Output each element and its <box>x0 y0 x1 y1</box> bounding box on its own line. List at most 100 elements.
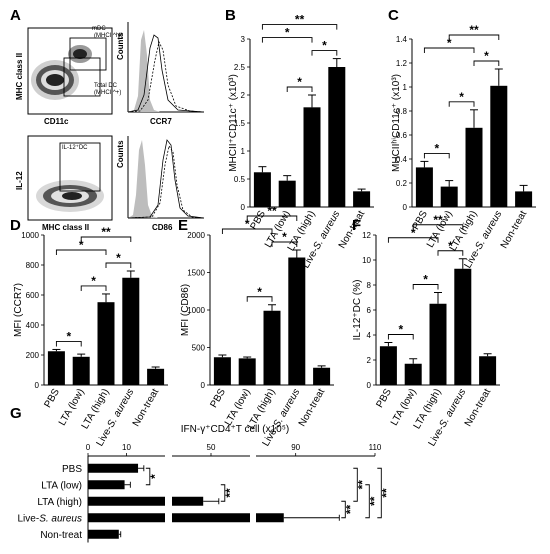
y-tick-label-e: 1500 <box>187 269 205 278</box>
bar-b <box>253 172 271 207</box>
y-tick-label-e: 500 <box>192 344 206 353</box>
x-label-ccr7: CCR7 <box>150 117 172 126</box>
significance-label-e: * <box>257 285 262 299</box>
significance-label-c: ** <box>469 23 479 37</box>
significance-label-f: ** <box>433 213 443 227</box>
x-tick-label-g: 50 <box>207 443 216 452</box>
y-tick-label-d: 1000 <box>21 231 39 240</box>
y-tick-label-f: 2 <box>367 356 372 365</box>
significance-bracket-d <box>55 341 82 347</box>
significance-bracket-f <box>412 284 439 290</box>
significance-bracket-d <box>55 249 107 255</box>
y-axis-title-b: MHCII⁺CD11c⁺ (x10³) <box>228 74 239 172</box>
significance-label-d: * <box>66 329 71 343</box>
y-tick-label-c: 1.4 <box>396 35 408 44</box>
gate-label-total-dc: Total DC (MHCII^+) <box>94 83 121 96</box>
significance-label-b: * <box>285 26 290 40</box>
bar-f <box>429 303 447 385</box>
significance-label-e: ** <box>267 204 277 218</box>
y-label-il12: IL-12 <box>15 171 24 190</box>
significance-label-f: * <box>411 226 416 240</box>
category-label-g: LTA (low) <box>41 480 82 491</box>
bar-c <box>515 191 533 207</box>
significance-label-d: * <box>116 251 121 265</box>
chart-c: 0 0.2 0.4 0.6 0.8 1 1.2 1.4 MHCIIʰⁱCD11c⁺ (x10³)… <box>391 23 536 270</box>
significance-label-d: ** <box>101 225 111 239</box>
y-tick-label-e: 2000 <box>187 231 205 240</box>
significance-label-f: * <box>448 239 453 253</box>
panel-letter-f: F <box>352 217 361 234</box>
significance-bracket-b <box>311 50 338 56</box>
y-tick-label-d: 800 <box>26 261 40 270</box>
bar-g <box>88 529 119 539</box>
bar-c <box>440 186 458 207</box>
y-tick-label-b: 2.5 <box>234 63 246 72</box>
dot-plot-il12-mhcii: IL-12⁺DC MHC class II IL-12 <box>15 135 113 232</box>
category-label-b: PBS <box>248 209 268 232</box>
panel-letter-a: A <box>10 7 21 24</box>
y-tick-label-f: 6 <box>367 306 372 315</box>
bar-g <box>256 513 284 523</box>
y-label-mhcii: MHC class II <box>15 53 24 100</box>
gate-label-mdc: mDC (MHCII^hi) <box>92 26 122 39</box>
y-tick-label-d: 600 <box>26 291 40 300</box>
y-tick-label-d: 0 <box>35 381 40 390</box>
y-label-counts-2: Counts <box>116 140 125 168</box>
bar-c <box>490 85 508 207</box>
significance-label-g: * <box>148 474 162 479</box>
significance-label-g: ** <box>379 488 393 498</box>
bar-f <box>479 356 497 385</box>
significance-label-g: ** <box>223 488 237 498</box>
significance-label-d: * <box>79 238 84 252</box>
significance-bracket-g <box>341 500 346 519</box>
significance-label-b: * <box>322 39 327 53</box>
significance-label-c: * <box>447 36 452 50</box>
y-tick-label-c: 0.4 <box>396 155 408 164</box>
significance-label-f: * <box>423 273 428 287</box>
significance-bracket-e <box>246 296 273 302</box>
significance-bracket-d <box>105 262 132 268</box>
y-axis-title-e: MFI (CD86) <box>180 284 191 336</box>
significance-label-b: * <box>297 75 302 89</box>
category-label-g: PBS <box>62 464 82 475</box>
bar-g <box>88 463 139 473</box>
significance-label-c: * <box>434 141 439 155</box>
significance-label-c: * <box>484 49 489 63</box>
bar-d <box>47 351 65 385</box>
panel-a: mDC (MHCII^hi) Total DC (MHCII^+) CD11c MH… <box>15 22 205 232</box>
significance-bracket-f <box>387 237 439 243</box>
significance-bracket-g <box>220 484 226 502</box>
bar-b <box>303 107 321 207</box>
bar-g <box>172 513 250 523</box>
y-tick-label-f: 12 <box>362 231 371 240</box>
category-label-g: Live-S. aureus <box>18 513 83 524</box>
x-axis-title-g: IFN-γ⁺CD4⁺T cell (x10⁵) <box>181 424 289 435</box>
y-axis-title-f: IL-12⁺DC (%) <box>352 280 363 341</box>
significance-label-e: * <box>245 217 250 231</box>
y-tick-label-b: 3 <box>241 35 246 44</box>
bar-d <box>72 356 90 385</box>
bar-b <box>278 180 296 207</box>
bar-e <box>213 357 231 385</box>
y-tick-label-c: 0.8 <box>396 107 408 116</box>
significance-bracket-g <box>145 467 151 486</box>
significance-bracket-e <box>221 228 273 234</box>
significance-bracket-c <box>423 47 475 53</box>
y-tick-label-f: 0 <box>367 381 372 390</box>
y-label-counts-1: Counts <box>116 32 125 60</box>
significance-bracket-b <box>261 37 313 43</box>
y-axis-title-c: MHCIIʰⁱCD11c⁺ (x10³) <box>391 74 402 172</box>
y-axis-title-d: MFI (CCR7) <box>13 283 24 337</box>
bar-f <box>404 363 422 385</box>
significance-label-b: ** <box>295 13 305 27</box>
category-label-d: PBS <box>42 387 62 410</box>
significance-label-g: ** <box>367 496 381 506</box>
significance-bracket-d <box>80 236 132 242</box>
histogram-ccr7: CCR7 Counts <box>116 22 205 126</box>
significance-bracket-c <box>448 101 475 107</box>
significance-bracket-f <box>412 224 464 230</box>
panel-letter-e: E <box>178 217 188 234</box>
category-label-g: Non-treat <box>40 530 82 541</box>
histogram-cd86: CD86 Counts <box>116 136 205 232</box>
